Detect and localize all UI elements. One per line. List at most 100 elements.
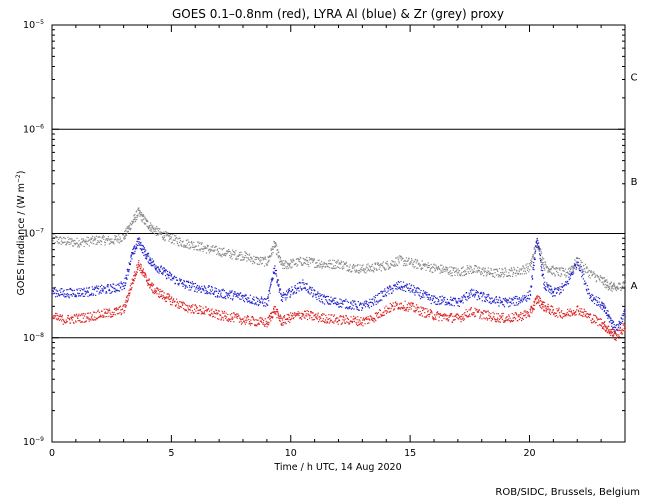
series-2-point	[545, 311, 547, 313]
series-2-point	[562, 315, 564, 318]
series-1-point	[561, 283, 563, 285]
series-1-point	[440, 303, 442, 305]
series-1-point	[147, 252, 150, 255]
series-0-point	[306, 259, 309, 262]
series-1-point	[607, 310, 609, 312]
series-1-point	[448, 302, 451, 304]
series-1-point	[174, 282, 176, 284]
series-0-point	[336, 266, 338, 268]
series-1-point	[408, 289, 410, 292]
series-0-point	[542, 261, 544, 264]
series-2-point	[252, 316, 254, 319]
series-2-point	[596, 317, 598, 319]
series-0-point	[140, 214, 142, 216]
series-1-point	[520, 299, 523, 301]
series-1-point	[214, 290, 216, 292]
series-2-point	[195, 310, 197, 312]
series-2-point	[76, 316, 78, 318]
series-2-point	[56, 319, 58, 321]
series-2-point	[536, 297, 539, 299]
series-2-point	[502, 312, 504, 315]
series-0-point	[302, 257, 304, 260]
series-0-point	[256, 263, 258, 265]
series-1-point	[285, 290, 288, 292]
series-0-point	[436, 267, 438, 270]
series-2-point	[273, 307, 275, 310]
series-1-point	[295, 292, 297, 295]
series-0-point	[291, 259, 293, 261]
series-2-point	[62, 323, 64, 325]
series-0-point	[542, 258, 544, 260]
series-1-point	[334, 302, 336, 304]
series-1-point	[82, 295, 84, 297]
series-1-point	[541, 275, 543, 277]
credit-text: ROB/SIDC, Brussels, Belgium	[495, 487, 640, 498]
series-0-point	[540, 251, 542, 253]
series-1-point	[303, 282, 305, 284]
series-2-point	[423, 308, 425, 310]
series-0-point	[54, 237, 56, 239]
series-1-point	[265, 305, 267, 307]
series-2-point	[208, 313, 210, 316]
series-0-point	[112, 241, 114, 243]
series-2-point	[321, 320, 324, 322]
series-1-point	[127, 269, 130, 271]
series-0-point	[610, 289, 612, 291]
series-0-point	[86, 243, 89, 245]
series-0-point	[96, 242, 98, 244]
series-1-point	[375, 303, 377, 305]
series-2-point	[601, 322, 603, 324]
series-2-point	[572, 310, 575, 312]
series-1-point	[571, 272, 573, 274]
series-1-point	[514, 297, 516, 300]
series-0-point	[605, 279, 607, 281]
series-2-point	[472, 312, 474, 314]
series-0-point	[255, 256, 257, 258]
series-0-point	[245, 252, 247, 254]
series-2-point	[128, 289, 130, 292]
series-0-point	[139, 215, 141, 217]
series-0-point	[387, 263, 389, 265]
series-2-point	[367, 316, 369, 318]
series-1-point	[415, 288, 417, 290]
series-0-point	[567, 272, 569, 274]
series-0-point	[471, 272, 473, 275]
series-0-point	[526, 269, 529, 271]
series-0-point	[320, 266, 322, 268]
series-0-point	[362, 264, 364, 266]
series-2-point	[109, 316, 112, 318]
series-1-point	[538, 249, 541, 251]
series-1-point	[567, 283, 570, 285]
series-0-point	[309, 258, 311, 260]
series-2-point	[525, 311, 527, 313]
series-1-point	[143, 248, 145, 250]
series-2-point	[268, 314, 271, 316]
series-0-point	[502, 273, 504, 275]
series-0-point	[431, 267, 433, 269]
series-1-point	[603, 306, 605, 308]
series-1-point	[326, 300, 328, 302]
series-0-point	[146, 220, 149, 222]
series-0-point	[142, 215, 144, 218]
series-1-point	[205, 289, 207, 291]
series-0-point	[133, 214, 135, 216]
series-1-point	[608, 316, 610, 318]
series-0-point	[183, 244, 185, 247]
series-1-point	[529, 290, 531, 292]
series-0-point	[127, 228, 130, 230]
series-1-point	[246, 299, 248, 301]
series-0-point	[476, 271, 478, 273]
series-2-point	[355, 316, 357, 318]
series-2-point	[414, 310, 417, 312]
series-2-point	[404, 307, 406, 309]
series-0-point	[240, 251, 242, 253]
series-0-point	[182, 240, 184, 242]
series-2-point	[326, 317, 328, 319]
series-0-point	[107, 236, 110, 238]
series-2-point	[531, 307, 533, 309]
series-2-point	[589, 313, 591, 315]
series-1-point	[411, 291, 414, 293]
series-0-point	[182, 246, 185, 248]
series-2-point	[83, 321, 85, 323]
series-0-point	[503, 274, 506, 276]
